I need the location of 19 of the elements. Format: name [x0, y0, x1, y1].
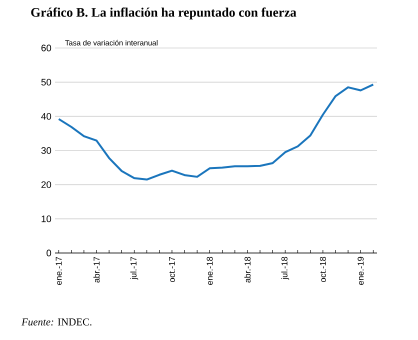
y-tick-label: 30 — [41, 147, 52, 154]
x-tick-label: ene.-17 — [56, 256, 62, 285]
x-tick-label: jul.-18 — [281, 256, 290, 280]
chart-title: Gráfico B. La inflación ha repuntado con fuerza — [31, 8, 296, 20]
x-tick-label: jul.-17 — [130, 256, 138, 280]
x-tick-label: ene.-18 — [206, 256, 213, 285]
y-tick-label: 60 — [41, 44, 52, 52]
y-tick-label: 20 — [41, 181, 52, 188]
y-tick-label: 40 — [41, 112, 52, 120]
y-tick-label: 50 — [41, 78, 52, 86]
x-tick-label: ene.-19 — [358, 256, 364, 285]
text: Fuente: INDEC. — [21, 318, 92, 326]
y-tick-label: 0 — [46, 250, 52, 256]
x-tick-label: abr.-18 — [244, 256, 251, 283]
x-tick-label: abr.-17 — [93, 256, 100, 283]
x-tick-label: oct.-17 — [169, 256, 175, 282]
line-series — [58, 84, 374, 181]
y-tick-label: 10 — [42, 215, 52, 222]
x-tick-label: oct.-18 — [320, 256, 326, 282]
